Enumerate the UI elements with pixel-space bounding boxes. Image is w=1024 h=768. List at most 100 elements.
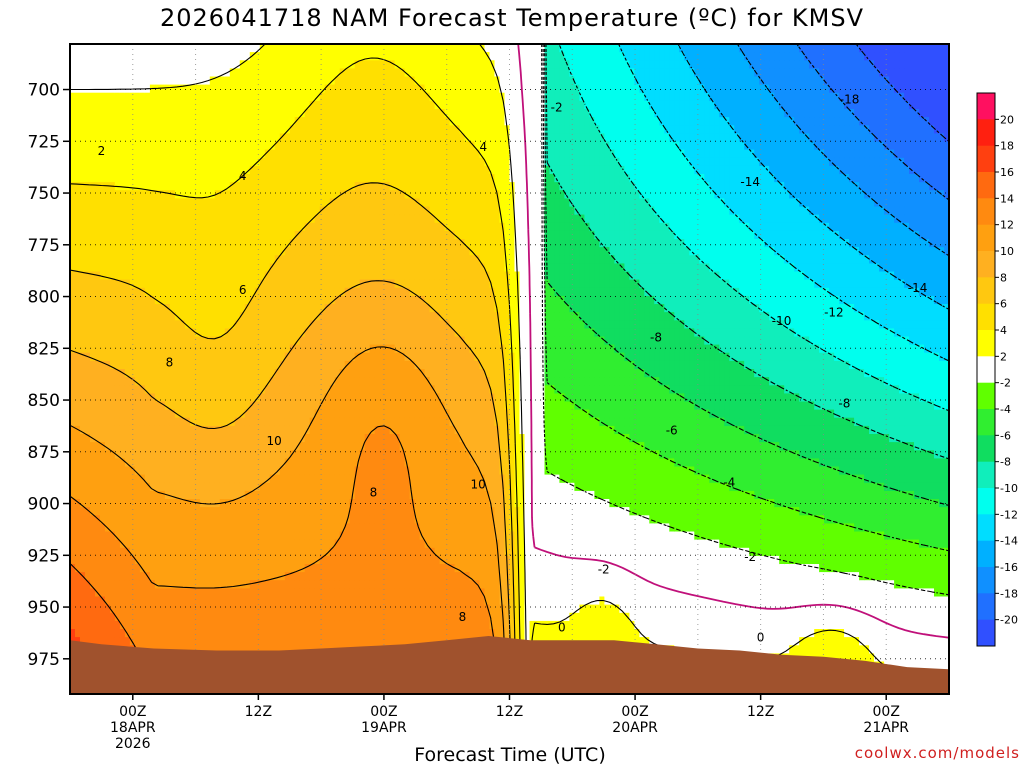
colorbar-swatch	[977, 382, 995, 410]
contour-label: 8	[370, 486, 378, 500]
x-tick-label: 12Z	[747, 704, 774, 720]
colorbar-swatch	[977, 145, 995, 173]
colorbar-swatch	[977, 593, 995, 621]
contour-label: -8	[838, 397, 850, 411]
credit-link[interactable]: coolwx.com/models	[854, 744, 1020, 762]
x-tick-label: 20APR	[612, 720, 658, 736]
contour-line	[618, 44, 949, 362]
colorbar-label: -16	[1000, 561, 1018, 574]
contour-label: -2	[551, 101, 563, 115]
y-tick-label: 875	[28, 443, 60, 463]
y-axis: 700 725 750 775 800 825 850 875 900 925 950 975	[28, 81, 70, 670]
contour-label: -2	[744, 550, 756, 564]
colorbar-swatch	[977, 172, 995, 199]
colorbar-swatch	[977, 567, 995, 594]
colorbar-frame	[976, 92, 996, 647]
colorbar-swatch	[977, 93, 995, 120]
colorbar-label: -2	[1000, 377, 1011, 390]
contour-label: -8	[650, 330, 662, 344]
y-tick-label: 775	[28, 236, 60, 256]
colorbar-label: 4	[1000, 324, 1007, 337]
contour-line	[544, 44, 949, 507]
x-tick-label: 00Z	[621, 704, 648, 720]
colorbar-label: 10	[1000, 245, 1014, 258]
contour-label: 10	[266, 434, 281, 448]
chart-title: 2026041718 NAM Forecast Temperature (ºC)…	[159, 4, 865, 32]
contour-label: -14	[908, 281, 928, 295]
colorbar-label: 16	[1000, 166, 1014, 179]
contour-line	[541, 44, 949, 596]
contour-label: 8	[166, 355, 174, 369]
colorbar-label: -4	[1000, 403, 1011, 416]
contour-line	[70, 182, 517, 694]
colorbar-label: 8	[1000, 271, 1007, 284]
colorbar-swatch	[977, 488, 995, 515]
x-tick-label: 00Z	[873, 704, 900, 720]
y-tick-label: 750	[28, 184, 60, 204]
colorbar-label: 14	[1000, 192, 1014, 205]
colorbar-swatch	[977, 330, 995, 357]
grid-layer	[70, 44, 949, 694]
y-tick-label: 925	[28, 546, 60, 566]
x-tick-label: 00Z	[119, 704, 146, 720]
y-tick-label: 725	[28, 132, 60, 152]
colorbar-swatch	[977, 224, 995, 252]
x-tick-label: 2026	[115, 736, 151, 752]
colorbar-label: 18	[1000, 140, 1014, 153]
contour-label: 10	[470, 477, 485, 491]
terrain-layer	[70, 636, 949, 694]
contour-label: -14	[740, 175, 760, 189]
colorbar-swatch	[977, 619, 995, 647]
contour-label: -4	[723, 475, 735, 489]
y-tick-label: 825	[28, 339, 60, 359]
colorbar-label: 6	[1000, 298, 1007, 311]
colorbar-label: 2	[1000, 350, 1007, 363]
colorbar-swatch	[977, 277, 995, 305]
temperature-fill-layer	[70, 44, 949, 694]
colorbar-swatch	[977, 540, 995, 568]
contour-label: -18	[840, 92, 860, 106]
contour-label-layer: 2 4 6 8 10 8 10 8 4 -2 0 -2 -8 -6 -4 -14 -10 -12 -18 -8 -2 0 -…	[98, 92, 928, 644]
contour-label: 0	[558, 620, 566, 634]
colorbar-label: -18	[1000, 587, 1018, 600]
x-tick-label: 19APR	[361, 720, 407, 736]
contour-label: -10	[772, 314, 792, 328]
x-tick-label: 21APR	[863, 720, 909, 736]
x-tick-label: 12Z	[245, 704, 272, 720]
y-tick-label: 700	[28, 81, 60, 101]
colorbar-swatch	[977, 356, 995, 384]
x-tick-label: 12Z	[496, 704, 523, 720]
y-tick-label: 850	[28, 391, 60, 411]
contour-label: -6	[666, 424, 678, 438]
colorbar-label: -12	[1000, 508, 1018, 521]
y-tick-label: 950	[28, 598, 60, 618]
colorbar-swatch	[977, 251, 995, 278]
x-tick-label: 18APR	[110, 720, 156, 736]
colorbar: 20 18 16 14 12 10 8 6 4 2 -2 -4 -6 -8 -10 -12 -14 -16 -18 -…	[976, 92, 1018, 647]
x-axis-title: Forecast Time (UTC)	[414, 744, 606, 766]
contour-line	[736, 44, 949, 257]
terrain-surface	[70, 636, 949, 694]
colorbar-label: 12	[1000, 219, 1014, 232]
x-tick-label: 00Z	[370, 704, 397, 720]
colorbar-swatch	[977, 461, 995, 489]
colorbar-label: -10	[1000, 482, 1018, 495]
y-tick-label: 800	[28, 288, 60, 308]
contour-label: 4	[479, 140, 487, 154]
colorbar-label: -8	[1000, 456, 1011, 469]
contour-label: 6	[239, 283, 247, 297]
contour-label: -2	[598, 562, 610, 576]
contour-label: 8	[459, 610, 467, 624]
contour-line	[855, 44, 949, 142]
contour-label: -12	[824, 306, 844, 320]
colorbar-swatch	[977, 514, 995, 542]
colorbar-label: 20	[1000, 113, 1014, 126]
colorbar-swatch	[977, 119, 995, 147]
colorbar-swatch	[977, 435, 995, 463]
contour-line	[796, 44, 949, 201]
contour-line	[70, 57, 615, 694]
contour-line	[70, 425, 500, 694]
colorbar-swatch	[977, 198, 995, 226]
contour-label: 4	[239, 169, 247, 183]
